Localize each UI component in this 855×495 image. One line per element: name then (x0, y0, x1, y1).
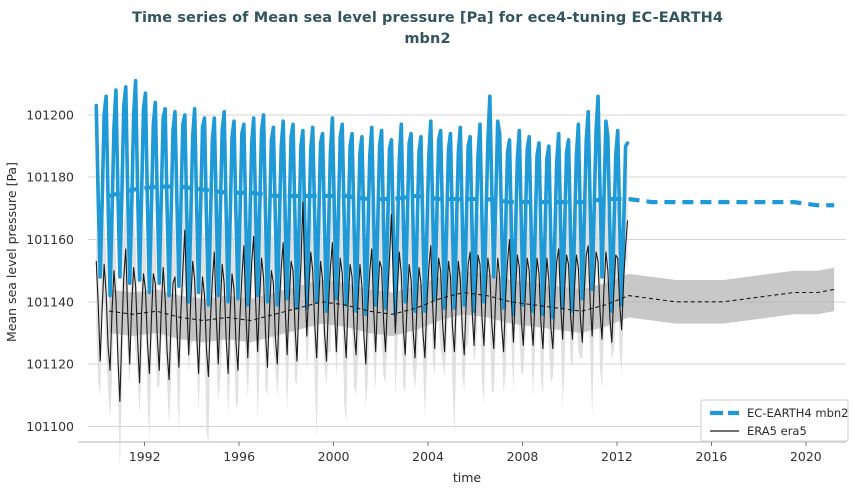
x-tick-label-4: 2008 (507, 449, 539, 464)
y-tick-label-1: 101120 (26, 357, 74, 372)
data-series-group (94, 78, 835, 403)
y-tick-label-3: 101160 (26, 232, 74, 247)
x-tick-label-0: 1992 (129, 449, 161, 464)
chart-title-line1: Time series of Mean sea level pressure [… (131, 10, 724, 26)
chart-title: Time series of Mean sea level pressure [… (0, 8, 855, 50)
tick-labels-group: 1992 1996 2000 2004 2008 2012 2016 2020 101100 10… (26, 107, 822, 464)
y-tick-label-5: 101200 (26, 107, 74, 122)
monthly-spread-band (96, 161, 628, 470)
axes-group (78, 441, 846, 446)
y-tick-label-2: 101140 (26, 294, 74, 309)
x-tick-label-1: 1996 (223, 449, 255, 464)
x-tick-label-5: 2012 (601, 449, 633, 464)
x-tick-label-2: 2000 (318, 449, 350, 464)
axis-titles-group: time Mean sea level pressure [Pa] (4, 162, 481, 485)
series-annual-mean-0 (108, 184, 835, 208)
legend-group[interactable]: EC-EARTH4 mbn2 ERA5 era5 (700, 399, 849, 442)
x-tick-label-3: 2004 (412, 449, 444, 464)
y-axis-title: Mean sea level pressure [Pa] (4, 162, 19, 342)
y-tick-label-0: 101100 (26, 419, 74, 434)
x-tick-label-6: 2016 (695, 449, 727, 464)
series-monthly-1 (95, 201, 629, 403)
legend-label-1[interactable]: ERA5 era5 (747, 424, 807, 438)
legend-label-0[interactable]: EC-EARTH4 mbn2 (747, 406, 848, 420)
y-tick-label-4: 101180 (26, 170, 74, 185)
chart-title-line2: mbn2 (404, 31, 451, 47)
x-axis-title: time (453, 470, 482, 485)
series-annual-mean-1 (109, 288, 835, 322)
x-tick-label-7: 2020 (790, 449, 822, 464)
series-monthly-0 (94, 78, 630, 320)
